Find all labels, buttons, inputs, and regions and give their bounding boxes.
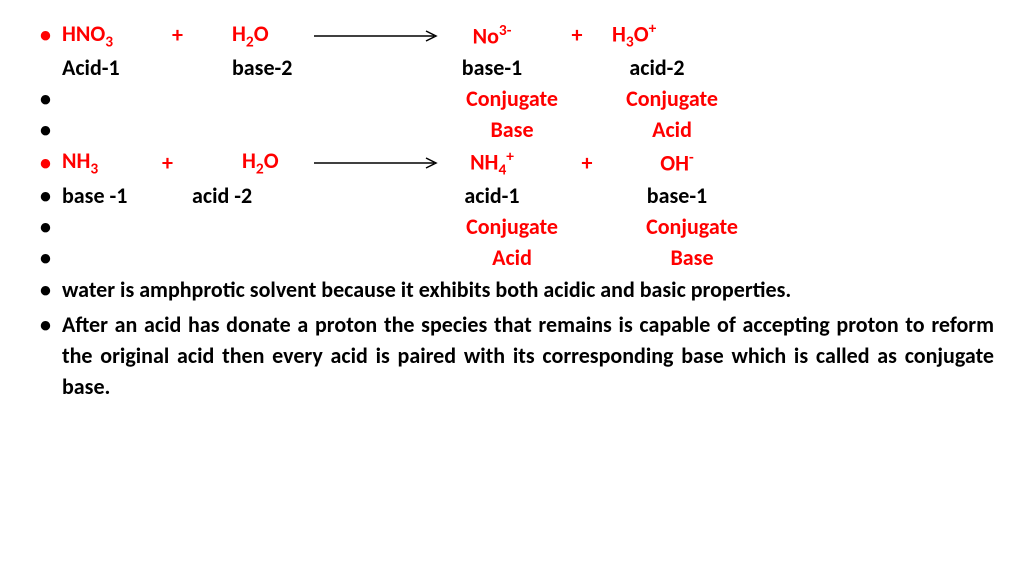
eq1-plus2: + (542, 20, 612, 51)
paragraph-2: After an acid has donate a proton the sp… (62, 310, 994, 402)
eq1-reactant2: H2O (232, 19, 312, 53)
slide-content: HNO3 + H2O No3- + H3O+ Acid-1 base-2 bas… (40, 18, 994, 273)
arrow-icon (312, 28, 442, 44)
label2-d: base-1 (632, 181, 722, 212)
conj2-right-bot: Base (632, 243, 752, 274)
paragraph-1: water is amphprotic solvent because it e… (62, 275, 994, 306)
labels-2: base -1 acid -2 acid-1 base-1 (62, 181, 994, 212)
conj1-right-bot: Acid (612, 115, 732, 146)
label-acid2: acid-2 (612, 53, 702, 84)
eq2-product1: NH4+ (442, 146, 542, 181)
eq2-reactant2: H2O (242, 146, 322, 180)
conj1-row2: Base Acid (62, 115, 994, 146)
conj2-row1: Conjugate Conjugate (62, 212, 994, 243)
conj1-left-top: Conjugate (442, 84, 582, 115)
eq1-reactant1: HNO3 (62, 19, 172, 53)
eq2-product2: OH- (632, 147, 722, 179)
arrow-icon (312, 155, 442, 171)
conj2-row2: Acid Base (62, 243, 994, 274)
eq2-plus1: + (162, 148, 242, 179)
equation-1: HNO3 + H2O No3- + H3O+ (62, 18, 994, 53)
label-base2: base-2 (232, 53, 312, 84)
eq1-plus1: + (172, 20, 232, 51)
label2-a: base -1 (62, 181, 162, 212)
eq1-product1: No3- (442, 20, 542, 52)
eq2-plus2: + (542, 148, 632, 179)
label2-c: acid-1 (442, 181, 542, 212)
label2-b: acid -2 (192, 181, 282, 212)
labels-1: Acid-1 base-2 base-1 acid-2 (62, 53, 994, 84)
conj2-left-bot: Acid (442, 243, 582, 274)
eq2-reactant1: NH3 (62, 146, 162, 180)
eq1-product2: H3O+ (612, 18, 702, 53)
label-acid1: Acid-1 (62, 53, 172, 84)
conj2-right-top: Conjugate (632, 212, 752, 243)
conj2-left-top: Conjugate (442, 212, 582, 243)
conj1-row1: Conjugate Conjugate (62, 84, 994, 115)
conj1-left-bot: Base (442, 115, 582, 146)
conj1-right-top: Conjugate (612, 84, 732, 115)
label-base1: base-1 (442, 53, 542, 84)
equation-2: NH3 + H2O NH4+ + OH- (62, 146, 994, 181)
